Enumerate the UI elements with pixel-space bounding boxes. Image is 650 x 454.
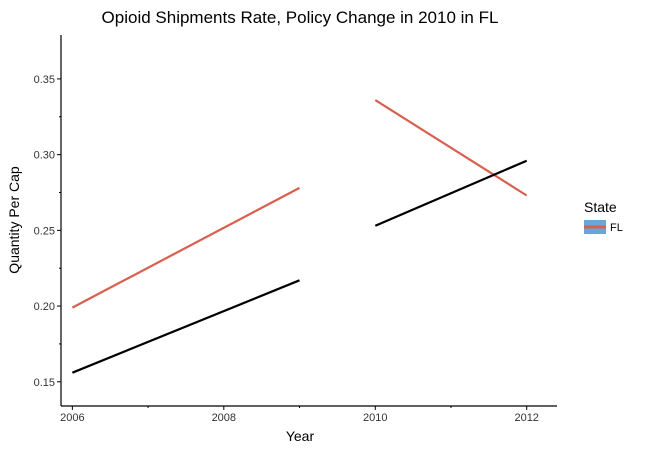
x-axis-title: Year [286,428,315,444]
legend: State FL [584,199,623,234]
plot-area: 0.15 0.20 0.25 0.30 0.35 2006 2008 2010 2012 [34,35,557,424]
y-tick-label: 0.25 [34,225,55,237]
x-tick-label: 2006 [60,412,84,424]
series-line [374,159,528,227]
y-tick-label: 0.35 [34,74,55,86]
legend-entries: FL [584,220,623,234]
series-line [374,99,528,197]
y-axis-title: Quantity Per Cap [6,166,22,274]
legend-key [584,220,606,234]
series-line [71,279,300,374]
y-tick-label: 0.30 [34,150,55,162]
x-tick-label: 2010 [363,412,387,424]
chart-title: Opioid Shipments Rate, Policy Change in … [102,8,499,27]
y-tick-label: 0.20 [34,301,55,313]
legend-label: FL [610,222,623,234]
y-tick-label: 0.15 [34,377,55,389]
series-line [71,186,301,309]
x-tick-label: 2012 [514,412,538,424]
legend-title: State [584,199,617,215]
x-tick-label: 2008 [212,412,236,424]
